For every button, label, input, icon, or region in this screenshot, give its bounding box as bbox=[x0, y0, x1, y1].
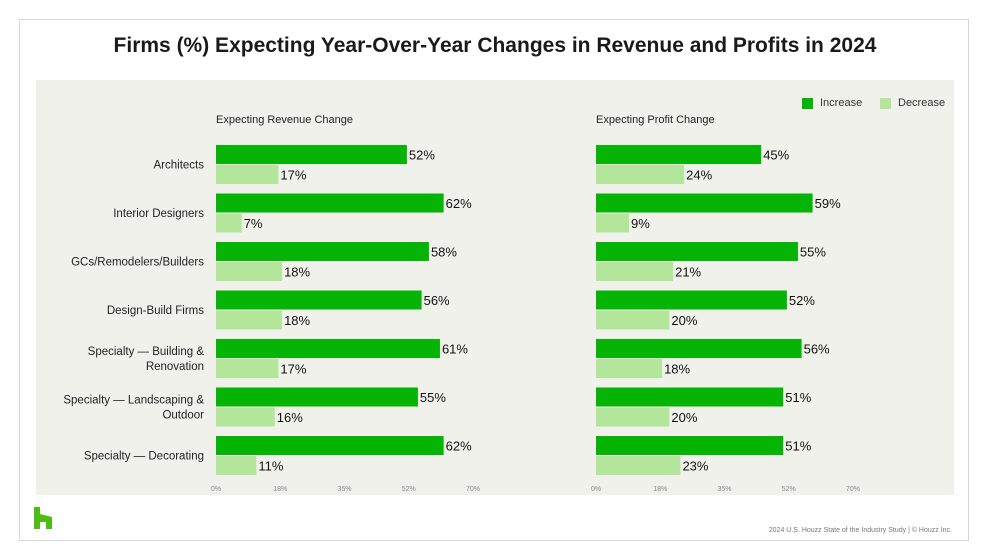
data-label: 7% bbox=[244, 216, 263, 231]
houzz-logo-icon bbox=[34, 507, 52, 529]
legend-swatch-decrease bbox=[880, 97, 891, 109]
bar-increase bbox=[216, 193, 444, 213]
data-label: 18% bbox=[284, 265, 310, 280]
bar-increase bbox=[216, 290, 422, 310]
data-label: 55% bbox=[420, 390, 446, 405]
x-tick-label: 0% bbox=[591, 486, 601, 493]
bar-decrease bbox=[216, 310, 283, 330]
data-label: 20% bbox=[671, 313, 697, 328]
chart-panel bbox=[36, 80, 954, 495]
data-label: 24% bbox=[686, 168, 712, 183]
x-tick-label: 52% bbox=[402, 486, 416, 493]
x-tick-label: 0% bbox=[211, 486, 221, 493]
bar-increase bbox=[596, 436, 784, 455]
data-label: 56% bbox=[804, 342, 830, 357]
bar-increase bbox=[596, 387, 784, 407]
data-label: 61% bbox=[442, 342, 468, 357]
bar-increase bbox=[216, 387, 418, 407]
bar-decrease bbox=[216, 165, 279, 184]
category-label: Interior Designers bbox=[113, 208, 204, 220]
category-label: Renovation bbox=[146, 361, 204, 373]
x-tick-label: 35% bbox=[717, 486, 731, 493]
x-tick-label: 35% bbox=[337, 486, 351, 493]
data-label: 51% bbox=[785, 390, 811, 405]
data-label: 52% bbox=[409, 148, 435, 163]
bar-decrease bbox=[596, 359, 663, 378]
panel-title-0: Expecting Revenue Change bbox=[216, 114, 353, 126]
category-label: Design-Build Firms bbox=[107, 305, 204, 317]
bar-increase bbox=[596, 145, 762, 164]
bar-increase bbox=[596, 290, 787, 310]
data-label: 59% bbox=[815, 196, 841, 211]
data-label: 16% bbox=[277, 410, 303, 425]
category-label: Specialty — Building & bbox=[88, 346, 205, 358]
bar-decrease bbox=[596, 262, 674, 281]
legend-label-increase: Increase bbox=[820, 97, 863, 109]
panel-title-1: Expecting Profit Change bbox=[596, 114, 715, 126]
legend-swatch-increase bbox=[802, 97, 813, 109]
bar-decrease bbox=[216, 456, 257, 475]
data-label: 56% bbox=[424, 293, 450, 308]
data-label: 18% bbox=[284, 313, 310, 328]
bar-increase bbox=[596, 242, 798, 261]
bar-decrease bbox=[216, 359, 279, 378]
data-label: 17% bbox=[280, 362, 306, 377]
data-label: 52% bbox=[789, 293, 815, 308]
bar-increase bbox=[216, 242, 429, 261]
bar-increase bbox=[596, 193, 813, 213]
data-label: 20% bbox=[671, 410, 697, 425]
data-label: 45% bbox=[763, 148, 789, 163]
data-label: 11% bbox=[258, 459, 283, 474]
category-label: Specialty — Landscaping & bbox=[63, 395, 204, 407]
bar-decrease bbox=[596, 165, 685, 184]
data-label: 17% bbox=[280, 168, 306, 183]
bar-increase bbox=[216, 145, 407, 164]
chart-title: Firms (%) Expecting Year-Over-Year Chang… bbox=[113, 34, 877, 57]
data-label: 51% bbox=[785, 439, 811, 454]
bar-decrease bbox=[216, 213, 242, 233]
bar-decrease bbox=[596, 407, 670, 427]
bar-increase bbox=[596, 339, 802, 358]
category-label: Architects bbox=[154, 160, 205, 172]
bar-decrease bbox=[216, 407, 275, 427]
legend-item-decrease: Decrease bbox=[880, 96, 945, 110]
x-tick-label: 52% bbox=[782, 486, 796, 493]
category-label: GCs/Remodelers/Builders bbox=[71, 257, 204, 269]
x-tick-label: 70% bbox=[466, 486, 480, 493]
bar-decrease bbox=[596, 310, 670, 330]
legend-label-decrease: Decrease bbox=[898, 97, 946, 109]
data-label: 9% bbox=[631, 216, 650, 231]
data-label: 62% bbox=[446, 196, 472, 211]
data-label: 18% bbox=[664, 362, 690, 377]
x-tick-label: 18% bbox=[653, 486, 667, 493]
bar-decrease bbox=[216, 262, 283, 281]
category-label: Outdoor bbox=[162, 410, 204, 422]
category-label: Specialty — Decorating bbox=[84, 451, 204, 463]
bar-decrease bbox=[596, 456, 681, 475]
data-label: 23% bbox=[682, 459, 708, 474]
x-tick-label: 70% bbox=[846, 486, 860, 493]
data-label: 62% bbox=[446, 439, 472, 454]
data-label: 21% bbox=[675, 265, 701, 280]
bar-decrease bbox=[596, 213, 630, 233]
bar-increase bbox=[216, 339, 440, 358]
bar-increase bbox=[216, 436, 444, 455]
data-label: 58% bbox=[431, 245, 457, 260]
footer-credit: 2024 U.S. Houzz State of the Industry St… bbox=[768, 527, 952, 534]
x-tick-label: 18% bbox=[273, 486, 287, 493]
legend-item-increase: Increase bbox=[802, 96, 862, 110]
data-label: 55% bbox=[800, 245, 826, 260]
